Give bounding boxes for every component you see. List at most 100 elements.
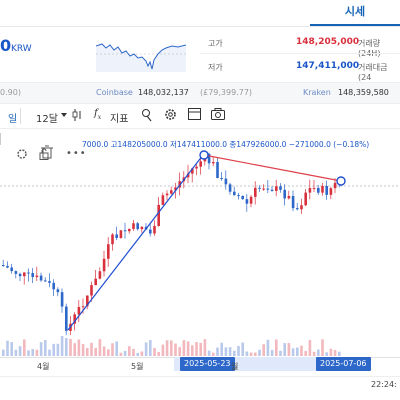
- tab-divider: [0, 26, 400, 27]
- volume-bar: [119, 352, 123, 356]
- candle-body: [27, 272, 30, 274]
- uptrend-line: [67, 154, 204, 331]
- volume-bar: [241, 342, 244, 356]
- volume-bar: [245, 351, 249, 356]
- volume-bar: [333, 349, 337, 356]
- volume-bar: [174, 343, 177, 356]
- candle-body: [10, 267, 13, 272]
- candle-body: [308, 188, 312, 193]
- candle-body: [60, 292, 64, 307]
- volume-bar: [107, 349, 110, 356]
- candle-body: [254, 187, 257, 197]
- volume-bar: [237, 345, 240, 356]
- tab-market-price[interactable]: 시세: [344, 5, 366, 18]
- volume-bar: [149, 339, 152, 356]
- volume-bar: [186, 341, 190, 356]
- indicator-button[interactable]: 지표: [110, 114, 129, 125]
- candle-body: [296, 208, 299, 210]
- candle-body: [39, 275, 43, 281]
- candle-type-icon[interactable]: [72, 109, 82, 121]
- exchange-coinbase-name[interactable]: Coinbase: [96, 88, 133, 97]
- trash-icon[interactable]: [41, 144, 53, 163]
- volume-bar: [321, 339, 324, 356]
- volume-bar: [207, 350, 211, 356]
- candlestick-chart[interactable]: [0, 130, 400, 357]
- volume-bar: [165, 340, 169, 356]
- volume-bar: [81, 344, 85, 356]
- candle-body: [52, 282, 55, 290]
- settings-icon[interactable]: [164, 108, 177, 121]
- volume-bar: [94, 347, 97, 356]
- date-badge-end: 2025-07-06: [316, 357, 371, 371]
- candle-body: [18, 273, 22, 277]
- candle-body: [73, 314, 76, 324]
- volume-bar: [6, 340, 9, 356]
- volume-bar: [224, 347, 228, 356]
- exchange-kraken-name[interactable]: Kraken: [303, 88, 331, 97]
- volume-bar: [90, 342, 93, 356]
- volume-bar: [191, 345, 194, 356]
- candle-body: [56, 289, 60, 293]
- candle-body: [245, 199, 249, 204]
- candle-body: [216, 162, 219, 178]
- volume-bar: [73, 343, 76, 356]
- candle-body: [165, 193, 169, 196]
- volume-bar: [270, 350, 274, 356]
- volume-bar: [123, 350, 127, 356]
- candle-body: [195, 166, 198, 169]
- candle-body: [48, 281, 51, 283]
- candle-body: [300, 205, 303, 210]
- candle-body: [65, 306, 68, 331]
- date-badge-start: 2025-05-23: [180, 357, 235, 371]
- current-price: 0: [0, 36, 12, 55]
- candle-body: [174, 187, 177, 191]
- candle-body: [77, 306, 81, 315]
- x-tick-june: 월: [231, 362, 239, 371]
- candle-body: [212, 162, 215, 164]
- candle-body: [329, 188, 333, 195]
- volume-bar: [44, 340, 47, 356]
- volume-bar: [178, 347, 181, 356]
- volume-bar: [157, 352, 160, 356]
- settings-icon[interactable]: [16, 145, 28, 164]
- drawing-toolbar-edge: [0, 133, 9, 145]
- candle-body: [291, 196, 295, 209]
- toolbar-divider: [20, 108, 21, 124]
- camera-icon[interactable]: [211, 108, 225, 120]
- dropdown-icon[interactable]: [60, 111, 68, 119]
- candle-body: [44, 280, 47, 282]
- candle-body: [132, 223, 135, 229]
- high-value: 148,205,000: [296, 37, 360, 47]
- more-icon[interactable]: •••: [66, 148, 87, 159]
- candle-body: [325, 185, 328, 195]
- screen-split-icon[interactable]: [188, 108, 201, 120]
- candle-body: [14, 271, 18, 274]
- volume-bar: [317, 349, 320, 356]
- candle-body: [266, 188, 270, 190]
- interval-day-button[interactable]: 일: [8, 114, 18, 125]
- volume-bar: [296, 347, 299, 356]
- candle-body: [321, 185, 324, 193]
- volume-bars: [2, 335, 341, 356]
- candle-body: [228, 184, 232, 192]
- candle-body: [157, 204, 160, 226]
- volume-bar: [102, 346, 106, 356]
- volume-bar: [308, 340, 312, 356]
- candle-body: [149, 229, 152, 234]
- volume-bar: [86, 347, 89, 356]
- draw-tool-icon[interactable]: [141, 108, 153, 122]
- downtrend-line: [203, 154, 342, 182]
- period-12-months-button[interactable]: 12달: [36, 114, 58, 125]
- candle-body: [128, 228, 131, 232]
- volume-bar: [195, 342, 198, 356]
- candle-body: [270, 189, 274, 191]
- volume-bar: [161, 344, 165, 356]
- candles: [2, 150, 341, 335]
- volume-bar: [60, 335, 64, 356]
- function-icon[interactable]: fx: [94, 108, 102, 121]
- candle-body: [275, 186, 278, 191]
- candle-body: [241, 195, 244, 200]
- candle-body: [220, 177, 223, 179]
- candle-body: [90, 285, 93, 296]
- volume-bar: [279, 350, 282, 356]
